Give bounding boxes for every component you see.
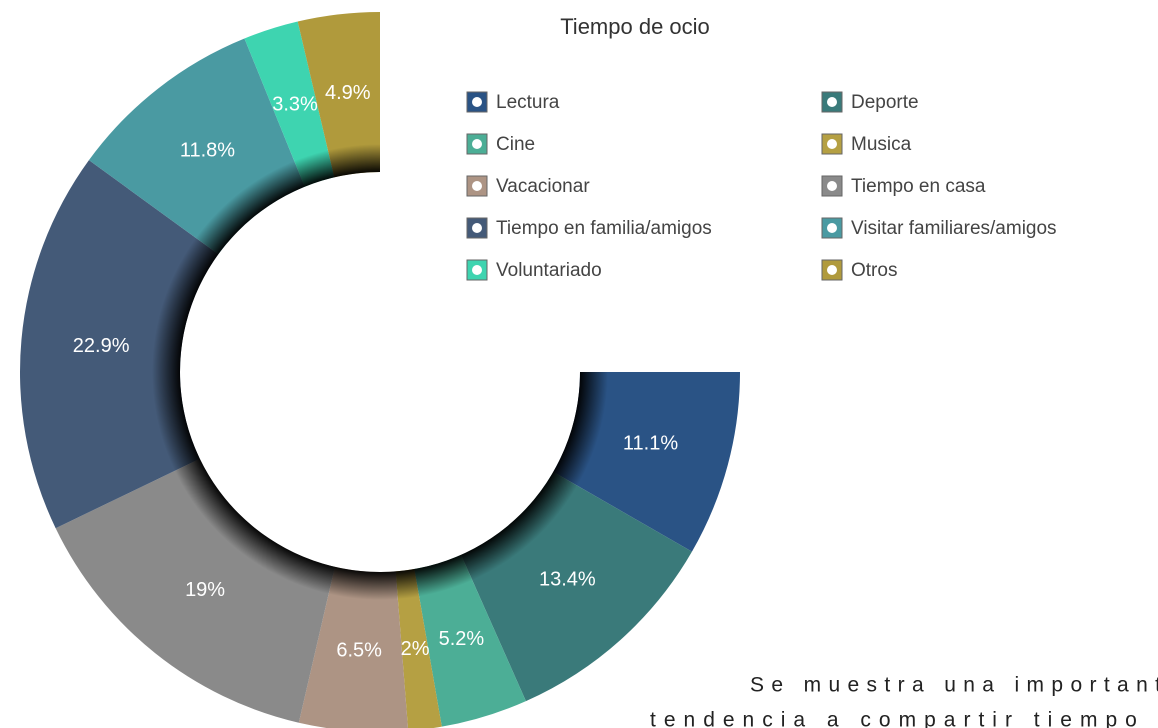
legend-dot xyxy=(472,265,482,275)
slice xyxy=(244,21,335,187)
slice xyxy=(395,569,442,728)
slice-label: 4.9% xyxy=(325,82,371,104)
slice-label: 5.2% xyxy=(439,628,485,650)
legend-label: Visitar familiares/amigos xyxy=(851,218,1057,239)
slice-label: 19% xyxy=(185,579,225,601)
legend-label: Otros xyxy=(851,260,897,281)
slice-labels: 11.1% 13.4% 5.2% 2% 6.5% 19% 22.9% 11.8% 3.3% 4.9… xyxy=(73,82,679,661)
slice xyxy=(297,12,380,178)
legend-dot xyxy=(472,181,482,191)
legend-label: Voluntariado xyxy=(496,260,602,281)
legend-label: Tiempo en familia/amigos xyxy=(496,218,712,239)
legend-dot xyxy=(827,265,837,275)
donut xyxy=(19,12,740,728)
slice xyxy=(414,554,526,727)
legend-label: Vacacionar xyxy=(496,176,590,197)
legend-dot xyxy=(472,139,482,149)
slice-label: 11.8% xyxy=(180,140,235,162)
legend-dot xyxy=(827,181,837,191)
slice xyxy=(55,458,335,723)
legend-label: Cine xyxy=(496,134,535,155)
slice-label: 6.5% xyxy=(336,640,382,662)
legend-dot xyxy=(827,223,837,233)
legend-label: Deporte xyxy=(851,92,919,113)
slice-label: 11.1% xyxy=(623,433,678,455)
legend-dot xyxy=(472,223,482,233)
slice-label: 13.4% xyxy=(539,568,596,590)
legend-label: Tiempo en casa xyxy=(851,176,986,197)
legend-dot xyxy=(827,139,837,149)
slice-label: 3.3% xyxy=(272,93,318,115)
slice-label: 2% xyxy=(401,638,430,660)
legend: Lectura Deporte Cine Musica Vacacionar Tiempo… xyxy=(466,91,1057,281)
legend-label: Lectura xyxy=(496,92,560,113)
legend-dot xyxy=(472,97,482,107)
slice-label: 22.9% xyxy=(73,335,130,357)
chart-title: Tiempo de ocio xyxy=(560,14,710,39)
inner-shadow xyxy=(152,144,608,600)
legend-dot xyxy=(827,97,837,107)
paragraph-line: tendencia a compartir tiempo en xyxy=(650,709,1158,728)
slice xyxy=(298,566,408,728)
legend-label: Musica xyxy=(851,134,912,155)
